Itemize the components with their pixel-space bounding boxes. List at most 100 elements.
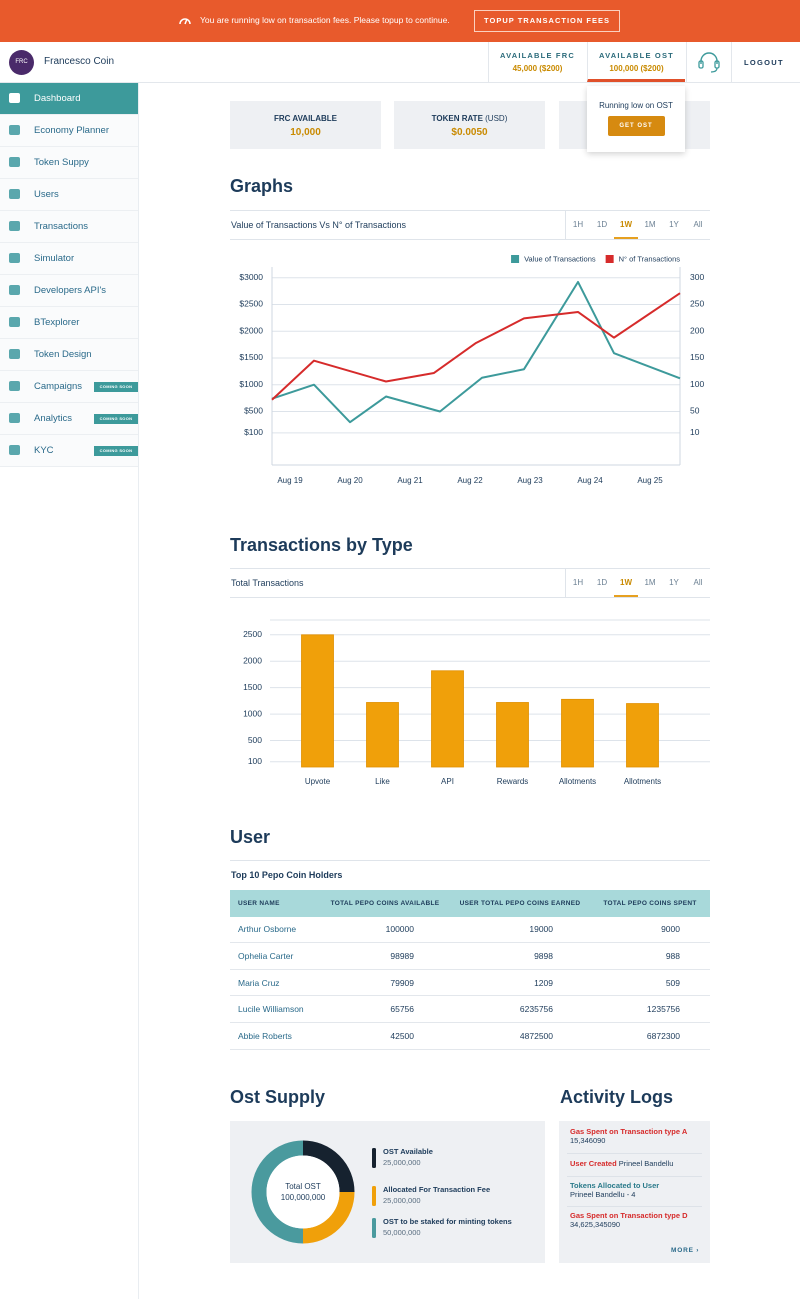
- coin-amount: 6235756: [519, 1004, 553, 1015]
- sidebar: Dashboard Economy Planner Token Suppy Users…: [0, 83, 139, 1299]
- user-name: Lucile Williamson: [238, 1004, 304, 1015]
- holders-table: USER NAME TOTAL PEPO COINS AVAILABLE USER …: [230, 890, 710, 1050]
- nav-label: Campaigns: [34, 381, 83, 392]
- bar: [626, 703, 659, 768]
- y-tick-label: $500: [244, 406, 263, 416]
- log-detail: 34,625,345090: [570, 1220, 621, 1229]
- chart-header: Total Transactions 1H 1D 1W 1M 1Y All: [230, 568, 710, 598]
- divider: [567, 1153, 702, 1154]
- log-title: User Created: [570, 1159, 617, 1168]
- nav-item[interactable]: Token Design: [0, 339, 138, 371]
- y-tick-label: 2500: [243, 629, 262, 639]
- range-option[interactable]: 1D: [596, 220, 608, 229]
- y2-tick-label: 100: [690, 379, 704, 389]
- nav-item[interactable]: Token Suppy: [0, 147, 138, 179]
- balance[interactable]: AVAILABLE FRC 45,000 ($200): [488, 42, 586, 82]
- coin-amount: 509: [665, 977, 680, 988]
- chart-title: Total Transactions: [231, 578, 304, 588]
- bar: [561, 698, 594, 768]
- nav-item[interactable]: Dashboard: [0, 83, 138, 115]
- nav-item[interactable]: Simulator: [0, 243, 138, 275]
- stat-label: TOKEN RATE (USD): [394, 114, 545, 123]
- y2-tick-label: 150: [690, 352, 704, 362]
- stat-label-text: FRC AVAILABLE: [274, 114, 337, 123]
- y-tick-label: $2500: [239, 299, 263, 309]
- range-option[interactable]: All: [693, 578, 703, 587]
- nav-item[interactable]: Developers API's: [0, 275, 138, 307]
- topup-button[interactable]: TOPUP TRANSACTION FEES: [474, 10, 620, 32]
- balance[interactable]: AVAILABLE OST 100,000 ($200): [587, 42, 685, 82]
- range-selector: 1H 1D 1W 1M 1Y All: [565, 569, 710, 597]
- data-line: [271, 292, 681, 401]
- get-ost-button[interactable]: GET OST: [607, 116, 665, 136]
- nav-icon: [9, 157, 20, 167]
- nav-icon: [9, 349, 20, 359]
- nav-label: BTexplorer: [34, 317, 80, 328]
- divider: [230, 860, 710, 861]
- nav-item[interactable]: Analytics COMING SOON: [0, 403, 138, 435]
- user-name: Maria Cruz: [238, 977, 280, 988]
- range-option[interactable]: 1M: [644, 578, 656, 587]
- range-option[interactable]: 1Y: [669, 220, 679, 229]
- nav-item[interactable]: Campaigns COMING SOON: [0, 371, 138, 403]
- user-name: Ophelia Carter: [238, 950, 294, 961]
- column-header: USER TOTAL PEPO COINS EARNED: [459, 899, 581, 907]
- nav-label: Economy Planner: [34, 125, 109, 136]
- range-option[interactable]: 1D: [596, 578, 608, 587]
- table-row: Arthur Osborne 100000 19000 9000: [230, 917, 710, 944]
- coin-amount: 100000: [385, 924, 414, 935]
- legend: Value of Transactions N° of Transactions: [511, 254, 680, 263]
- x-tick-label: Aug 25: [637, 476, 663, 485]
- section-title: Graphs: [230, 176, 294, 196]
- coin-amount: 4872500: [519, 1030, 553, 1041]
- coin-amount: 79909: [390, 977, 414, 988]
- divider: [567, 1206, 702, 1207]
- support-button[interactable]: [686, 42, 732, 82]
- range-option[interactable]: 1W: [614, 211, 638, 239]
- balance-label: AVAILABLE FRC: [500, 51, 575, 60]
- log-detail: 15,346090: [570, 1136, 606, 1145]
- range-option[interactable]: 1H: [572, 220, 584, 229]
- coming-soon-badge: COMING SOON: [94, 446, 138, 456]
- log-entry: Gas Spent on Transaction type A 15,346090: [570, 1127, 687, 1145]
- range-option[interactable]: 1M: [644, 220, 656, 229]
- nav-item[interactable]: KYC COMING SOON: [0, 435, 138, 467]
- table-row: Ophelia Carter 98989 9898 988: [230, 943, 710, 970]
- x-tick-label: Aug 24: [577, 476, 603, 485]
- coin-amount: 65756: [390, 1004, 414, 1015]
- logout-button[interactable]: LOGOUT: [744, 58, 784, 67]
- y2-tick-label: 300: [690, 272, 704, 282]
- nav-icon: [9, 221, 20, 231]
- y2-tick-label: 10: [690, 427, 700, 437]
- section-title: Activity Logs: [560, 1087, 674, 1107]
- nav-item[interactable]: Economy Planner: [0, 115, 138, 147]
- coin-amount: 98989: [390, 950, 414, 961]
- nav-label: KYC: [34, 445, 54, 456]
- stat-unit: (USD): [485, 114, 508, 123]
- nav-icon: [9, 413, 20, 423]
- table-row: Lucile Williamson 65756 6235756 1235756: [230, 996, 710, 1023]
- nav-label: Developers API's: [34, 285, 107, 296]
- divider: [567, 1176, 702, 1177]
- nav-item[interactable]: BTexplorer: [0, 307, 138, 339]
- log-entry: User Created Prineel Bandellu: [570, 1159, 673, 1168]
- nav-item[interactable]: Users: [0, 179, 138, 211]
- y-tick-label: $100: [244, 427, 263, 437]
- balance-value: 45,000 ($200): [512, 64, 563, 73]
- range-option[interactable]: 1Y: [669, 578, 679, 587]
- bar: [366, 702, 399, 768]
- log-title: Tokens Allocated to User: [570, 1181, 660, 1190]
- log-entry: Tokens Allocated to User Prineel Bandellu…: [570, 1181, 659, 1199]
- bar: [431, 670, 464, 768]
- x-tick-label: Allotments: [559, 777, 596, 786]
- coming-soon-badge: COMING SOON: [94, 382, 138, 392]
- range-option[interactable]: 1W: [614, 569, 638, 597]
- range-option[interactable]: 1H: [572, 578, 584, 587]
- range-option[interactable]: All: [693, 220, 703, 229]
- nav-item[interactable]: Transactions: [0, 211, 138, 243]
- legend-label: Value of Transactions: [524, 254, 596, 263]
- nav-label: Token Design: [34, 349, 92, 360]
- bar: [301, 634, 334, 768]
- more-link[interactable]: MORE ›: [671, 1247, 700, 1254]
